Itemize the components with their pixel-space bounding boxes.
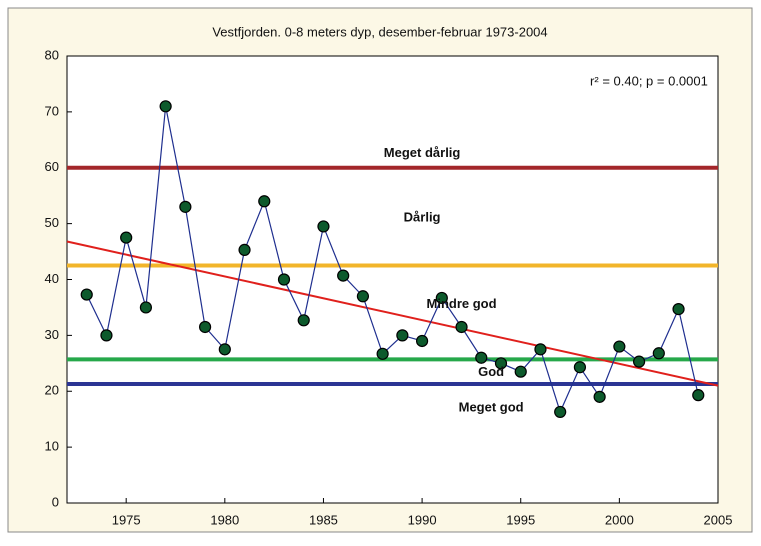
marker	[593, 390, 606, 403]
y-tick-label: 20	[45, 383, 59, 398]
marker	[238, 243, 251, 256]
marker	[159, 100, 172, 113]
marker	[613, 340, 626, 353]
x-tick-label: 1975	[112, 512, 141, 527]
marker	[514, 365, 527, 378]
marker	[139, 301, 153, 314]
chart-title: Vestfjorden. 0-8 meters dyp, desember-fe…	[212, 24, 547, 39]
marker	[554, 405, 567, 419]
marker	[277, 273, 291, 286]
marker	[80, 288, 93, 301]
marker	[494, 357, 508, 370]
marker	[120, 231, 133, 244]
marker	[356, 290, 370, 303]
marker	[198, 320, 212, 334]
x-tick-label: 1990	[408, 512, 437, 527]
marker	[475, 351, 488, 364]
y-tick-label: 10	[45, 439, 59, 454]
zone-label: Mindre god	[427, 296, 497, 311]
marker	[415, 334, 429, 348]
marker	[337, 269, 350, 282]
zone-label: Dårlig	[404, 209, 441, 224]
y-tick-label: 60	[45, 159, 59, 174]
x-tick-label: 2005	[704, 512, 733, 527]
x-tick-label: 2000	[605, 512, 634, 527]
y-tick-label: 80	[45, 47, 59, 62]
marker	[534, 343, 547, 356]
marker	[632, 355, 646, 368]
marker	[218, 343, 231, 356]
y-tick-label: 70	[45, 103, 59, 118]
zone-label: God	[478, 364, 504, 379]
trend-line	[66, 240, 719, 387]
y-tick-label: 0	[52, 494, 59, 509]
marker	[692, 389, 705, 402]
marker	[258, 195, 271, 208]
y-tick-label: 30	[45, 327, 59, 342]
marker	[672, 303, 685, 316]
x-tick-label: 1995	[506, 512, 535, 527]
marker	[652, 347, 665, 360]
marker	[573, 361, 587, 374]
marker	[179, 200, 192, 213]
x-tick-label: 1980	[210, 512, 239, 527]
stat-annotation: r² = 0.40; p = 0.0001	[590, 74, 708, 89]
marker	[100, 329, 113, 342]
y-tick-label: 40	[45, 271, 59, 286]
plot-area	[66, 55, 719, 504]
x-tick-label: 1985	[309, 512, 338, 527]
marker	[317, 220, 330, 233]
marker	[376, 347, 389, 360]
marker	[297, 314, 310, 327]
y-tick-label: 50	[45, 215, 59, 230]
zone-label: Meget dårlig	[384, 145, 461, 160]
marker	[435, 291, 448, 305]
marker	[455, 320, 468, 334]
zone-label: Meget god	[459, 399, 524, 414]
marker	[396, 329, 409, 342]
